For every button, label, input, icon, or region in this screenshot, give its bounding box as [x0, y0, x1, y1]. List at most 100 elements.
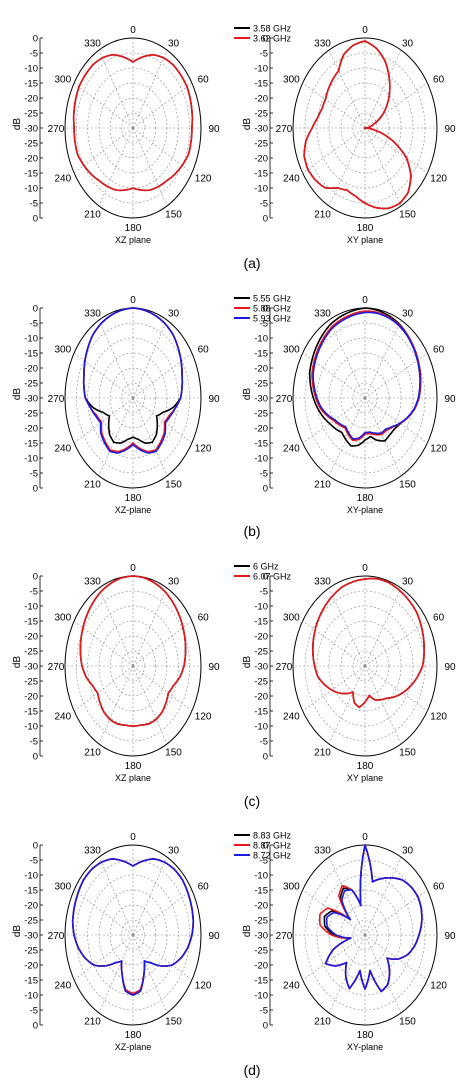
plane-label: XY plane	[347, 773, 383, 783]
db-axis-tick-label: -10	[254, 454, 268, 465]
angle-tick-label: 150	[399, 1017, 416, 1028]
angle-tick-label: 240	[55, 981, 72, 992]
polar-plot-xz: 0 30 60 90 120 150 180 210 240 270 300 330 0 -5 -10 -15…	[12, 295, 220, 515]
db-axis-tick-label: -20	[254, 961, 268, 972]
angle-tick-label: 210	[314, 748, 331, 759]
angle-tick-label: 330	[314, 576, 331, 587]
db-axis-tick-label: 0	[263, 34, 268, 45]
db-axis-tick-label: -5	[30, 469, 38, 480]
plane-label: XY plane	[347, 235, 383, 245]
db-axis-label: dB	[12, 388, 23, 401]
angle-tick-label: 120	[430, 981, 447, 992]
db-axis-tick-label: -25	[254, 379, 268, 390]
panel-caption: (b)	[243, 523, 260, 539]
legend-label: 3.62 GHz	[253, 34, 292, 44]
legend-label: 8.87 GHz	[253, 841, 292, 851]
angle-tick-label: 300	[55, 345, 72, 356]
db-axis-tick-label: -25	[254, 946, 268, 957]
grid-spoke	[328, 49, 366, 129]
db-axis-tick-label: -5	[260, 587, 268, 598]
angle-tick-label: 120	[195, 444, 212, 455]
db-axis-tick-label: -10	[254, 871, 268, 882]
angle-tick-label: 150	[399, 210, 416, 221]
angle-tick-label: 90	[444, 662, 456, 673]
db-axis-label: dB	[12, 656, 23, 669]
legend-label: 8.72 GHz	[253, 851, 292, 861]
series-curve	[312, 311, 421, 440]
db-axis-tick-label: -5	[30, 587, 38, 598]
db-axis-tick-label: -5	[260, 1006, 268, 1017]
angle-tick-label: 300	[55, 613, 72, 624]
angle-tick-label: 180	[125, 761, 142, 772]
angle-tick-label: 180	[357, 223, 374, 234]
angle-tick-label: 240	[283, 174, 300, 185]
angle-tick-label: 30	[168, 845, 180, 856]
db-axis-tick-label: -10	[24, 64, 38, 75]
db-axis-tick-label: -20	[24, 364, 38, 375]
angle-tick-label: 330	[314, 38, 331, 49]
angle-tick-label: 210	[314, 480, 331, 491]
db-axis-tick-label: -20	[24, 424, 38, 435]
series-curve	[72, 53, 194, 192]
angle-tick-label: 120	[195, 174, 212, 185]
db-axis-tick-label: -15	[254, 349, 268, 360]
grid-spoke	[364, 397, 428, 444]
grid-spoke	[73, 889, 134, 936]
db-axis-tick-label: -15	[24, 886, 38, 897]
db-axis-tick-label: -10	[24, 871, 38, 882]
db-axis-tick-label: -5	[30, 737, 38, 748]
db-axis-tick-label: -30	[254, 394, 268, 405]
angle-tick-label: 300	[283, 75, 300, 86]
db-axis-tick-label: -15	[24, 349, 38, 360]
grid-spoke	[73, 82, 134, 129]
angle-tick-label: 0	[130, 25, 136, 36]
angle-tick-label: 210	[84, 480, 101, 491]
db-axis-tick-label: -5	[30, 1006, 38, 1017]
db-axis-tick-label: -10	[24, 454, 38, 465]
db-axis-tick-label: -20	[24, 692, 38, 703]
plane-label: XY-plane	[347, 1042, 383, 1052]
polar-plot-xz: 0 30 60 90 120 150 180 210 240 270 300 330 0 -5 -10 -15…	[12, 25, 220, 245]
grid-spoke	[132, 127, 168, 207]
angle-tick-label: 270	[276, 662, 293, 673]
grid-spoke	[132, 934, 193, 981]
angle-tick-label: 60	[198, 75, 210, 86]
legend-label: 6 GHz	[253, 562, 279, 572]
series-curve	[82, 307, 184, 454]
angle-tick-label: 0	[362, 832, 368, 843]
plane-label: XZ-plane	[115, 1042, 152, 1052]
db-axis-tick-label: -5	[30, 319, 38, 330]
grid-spoke	[364, 127, 428, 174]
polar-plot-xz: 0 30 60 90 120 150 180 210 240 270 300 330 0 -5 -10 -15…	[12, 832, 220, 1052]
angle-tick-label: 300	[55, 882, 72, 893]
db-axis-tick-label: -20	[24, 901, 38, 912]
series-curve	[71, 858, 195, 996]
angle-tick-label: 90	[208, 662, 220, 673]
angle-tick-label: 240	[283, 981, 300, 992]
grid-ring	[121, 382, 145, 414]
db-axis-tick-label: -30	[24, 931, 38, 942]
db-axis-tick-label: -15	[24, 617, 38, 628]
angle-tick-label: 330	[84, 845, 101, 856]
angle-tick-label: 210	[84, 748, 101, 759]
db-axis-tick-label: -5	[260, 469, 268, 480]
db-axis-tick-label: -15	[24, 976, 38, 987]
angle-tick-label: 210	[84, 210, 101, 221]
angle-tick-label: 210	[314, 210, 331, 221]
db-axis-tick-label: -5	[260, 737, 268, 748]
db-axis-tick-label: -20	[254, 901, 268, 912]
panel-3: 03060901201501802102402703003300-5-10-15…	[12, 562, 456, 810]
db-axis-tick-label: -25	[254, 109, 268, 120]
db-axis-tick-label: -15	[254, 439, 268, 450]
angle-tick-label: 60	[433, 75, 445, 86]
angle-tick-label: 330	[84, 576, 101, 587]
db-axis-tick-label: -10	[24, 334, 38, 345]
angle-tick-label: 60	[198, 345, 210, 356]
db-axis-tick-label: -5	[30, 199, 38, 210]
angle-tick-label: 60	[433, 882, 445, 893]
angle-tick-label: 210	[84, 1017, 101, 1028]
db-axis-tick-label: -15	[24, 707, 38, 718]
grid-spoke	[132, 934, 168, 1014]
grid-ring	[121, 650, 145, 682]
